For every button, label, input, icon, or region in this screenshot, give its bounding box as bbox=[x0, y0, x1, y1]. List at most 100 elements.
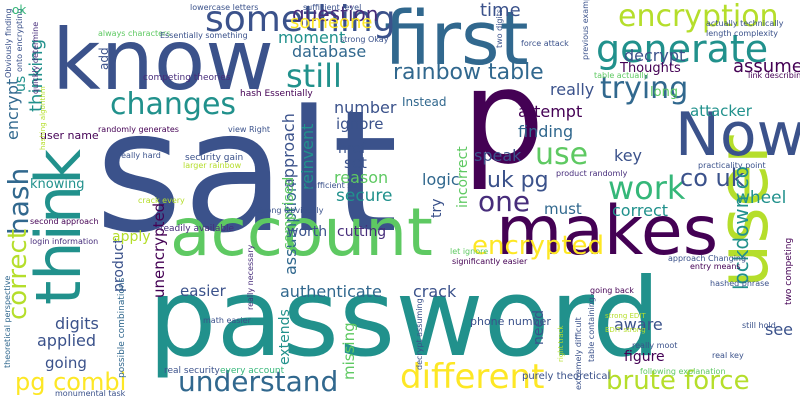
word-changes: changes bbox=[110, 87, 237, 122]
word-really-moot: really moot bbox=[632, 341, 678, 350]
word-someone: someone bbox=[290, 12, 373, 33]
word-wheel: wheel bbox=[736, 188, 787, 208]
word-attacker: attacker bbox=[690, 102, 752, 120]
word-actually-technically: actually technically bbox=[706, 19, 784, 28]
word-every-account: every account bbox=[220, 366, 285, 376]
word-table-containing: table containing bbox=[587, 297, 596, 362]
word-ok: ok bbox=[12, 3, 27, 17]
word-onto-encrypting: onto encrypting bbox=[15, 8, 24, 72]
word-EDIT-strong: EDIT strong bbox=[605, 326, 646, 334]
word-secure: secure bbox=[336, 186, 393, 206]
word-use: use bbox=[535, 137, 589, 172]
word-moment: moment bbox=[278, 28, 346, 47]
word-first: first bbox=[384, 0, 529, 82]
word-Instead: Instead bbox=[402, 95, 447, 109]
word-knowing: knowing bbox=[30, 177, 85, 192]
word-product-randomly: product randomly bbox=[556, 169, 628, 178]
word-force-attack: force attack bbox=[521, 39, 569, 48]
word-makes: makes bbox=[496, 192, 719, 271]
word-us: us bbox=[13, 75, 29, 92]
word-salt: salt bbox=[95, 74, 399, 270]
word-missing: missing bbox=[340, 322, 358, 380]
word-think: think bbox=[22, 148, 95, 305]
word-authenticate: authenticate bbox=[280, 282, 382, 301]
word-quickly-determine: quickly determine bbox=[31, 21, 40, 94]
word-finding: finding bbox=[518, 122, 574, 141]
word-hashing-algorithm: hashing algorithm bbox=[39, 86, 47, 150]
word-math-easier: math easier bbox=[203, 316, 251, 325]
word-real-key: real key bbox=[712, 351, 744, 360]
word-attempt: attempt bbox=[518, 102, 583, 121]
word-extremely-difficult: extremely difficult bbox=[574, 317, 583, 390]
word-speak: speak bbox=[474, 146, 522, 165]
word-decrypt: decrypt bbox=[624, 46, 686, 65]
word-really-necessary: really necessary bbox=[246, 244, 255, 310]
word-approach-Changing: approach Changing bbox=[668, 254, 747, 263]
word-encrypted: encrypted bbox=[472, 231, 605, 261]
word-phone-number: phone number bbox=[470, 315, 551, 328]
word-let-ignore: let ignore bbox=[450, 247, 489, 256]
word-one: one bbox=[478, 185, 531, 218]
word-figure: figure bbox=[624, 349, 665, 365]
word-going: going bbox=[45, 354, 87, 372]
word-key: key bbox=[614, 146, 643, 165]
word-randomly-generates: randomly generates bbox=[98, 125, 179, 134]
word-table-actually: table actually bbox=[594, 71, 649, 80]
word-crack: crack bbox=[413, 282, 457, 301]
word-work: work bbox=[608, 169, 686, 207]
word-link-describing: link describing bbox=[748, 71, 800, 80]
word-strong-Obviously: strong Obviously bbox=[256, 206, 324, 215]
word-worth: worth bbox=[287, 224, 328, 240]
word-href: href bbox=[338, 141, 366, 157]
word-user-name: user name bbox=[40, 129, 99, 142]
word-monumental-task: monumental task bbox=[55, 389, 126, 398]
word-know: know bbox=[52, 11, 274, 109]
word-unencrypted: unencrypted bbox=[150, 202, 168, 298]
word-second-approach: second approach bbox=[30, 217, 99, 226]
word-brute-force: brute force bbox=[606, 366, 750, 396]
word-account: account bbox=[170, 194, 433, 271]
word-try: try bbox=[429, 198, 445, 218]
word-really: really bbox=[550, 80, 595, 99]
word-digits: digits bbox=[55, 314, 99, 333]
word-length-complexity: length complexity bbox=[706, 29, 779, 38]
word-extends: extends bbox=[277, 309, 293, 365]
word-ignore: ignore bbox=[336, 115, 384, 133]
word-security-gain: security gain bbox=[185, 153, 244, 163]
word-encryption: encryption bbox=[618, 0, 779, 34]
word-sufficient-level: sufficient level bbox=[303, 3, 362, 12]
word-p: p bbox=[462, 41, 545, 193]
word-hash: hash bbox=[2, 167, 35, 235]
word-uk-pg: uk pg bbox=[487, 168, 549, 193]
word-Thoughts: Thoughts bbox=[620, 61, 681, 76]
word-two-competing: two competing bbox=[784, 237, 794, 305]
word-Obviously-finding: Obviously finding bbox=[4, 8, 13, 78]
word-set: set bbox=[344, 154, 367, 172]
word-following-explanation: following explanation bbox=[640, 367, 726, 376]
word-aware: aware bbox=[614, 315, 663, 334]
word-strong-Okay: strong Okay bbox=[340, 35, 389, 44]
word-really-hard: really hard bbox=[118, 151, 161, 160]
word-real-security: real security bbox=[164, 366, 220, 376]
word-Now: Now bbox=[675, 100, 800, 170]
word-pg-combi: pg combi bbox=[15, 368, 127, 396]
word-theoretical-perspective: theoretical perspective bbox=[3, 275, 12, 368]
word-readily-available: readily available bbox=[160, 224, 235, 234]
word-significantly-easier: significantly easier bbox=[452, 257, 528, 266]
word-view-Right: view Right bbox=[228, 125, 271, 134]
word-competing-theories: competing theories bbox=[143, 73, 231, 83]
word-co-uk: co uk bbox=[680, 164, 745, 192]
word-easier: easier bbox=[180, 282, 226, 300]
word-two-digits: two digits bbox=[495, 8, 504, 48]
word-question: question bbox=[292, 2, 379, 26]
word-number: number bbox=[334, 98, 397, 117]
word-must: must bbox=[544, 200, 582, 218]
word-strong-EDIT: strong EDIT bbox=[605, 312, 646, 320]
word-purely-theoretical: purely theoretical bbox=[522, 371, 611, 382]
word-always-characters: always characters bbox=[98, 29, 171, 38]
word-lockdown-co: lockdown co bbox=[729, 166, 753, 290]
word-previous-example: previous example bbox=[581, 0, 590, 60]
word-hash-Essentially: hash Essentially bbox=[240, 89, 313, 99]
word-long: long bbox=[650, 85, 679, 100]
